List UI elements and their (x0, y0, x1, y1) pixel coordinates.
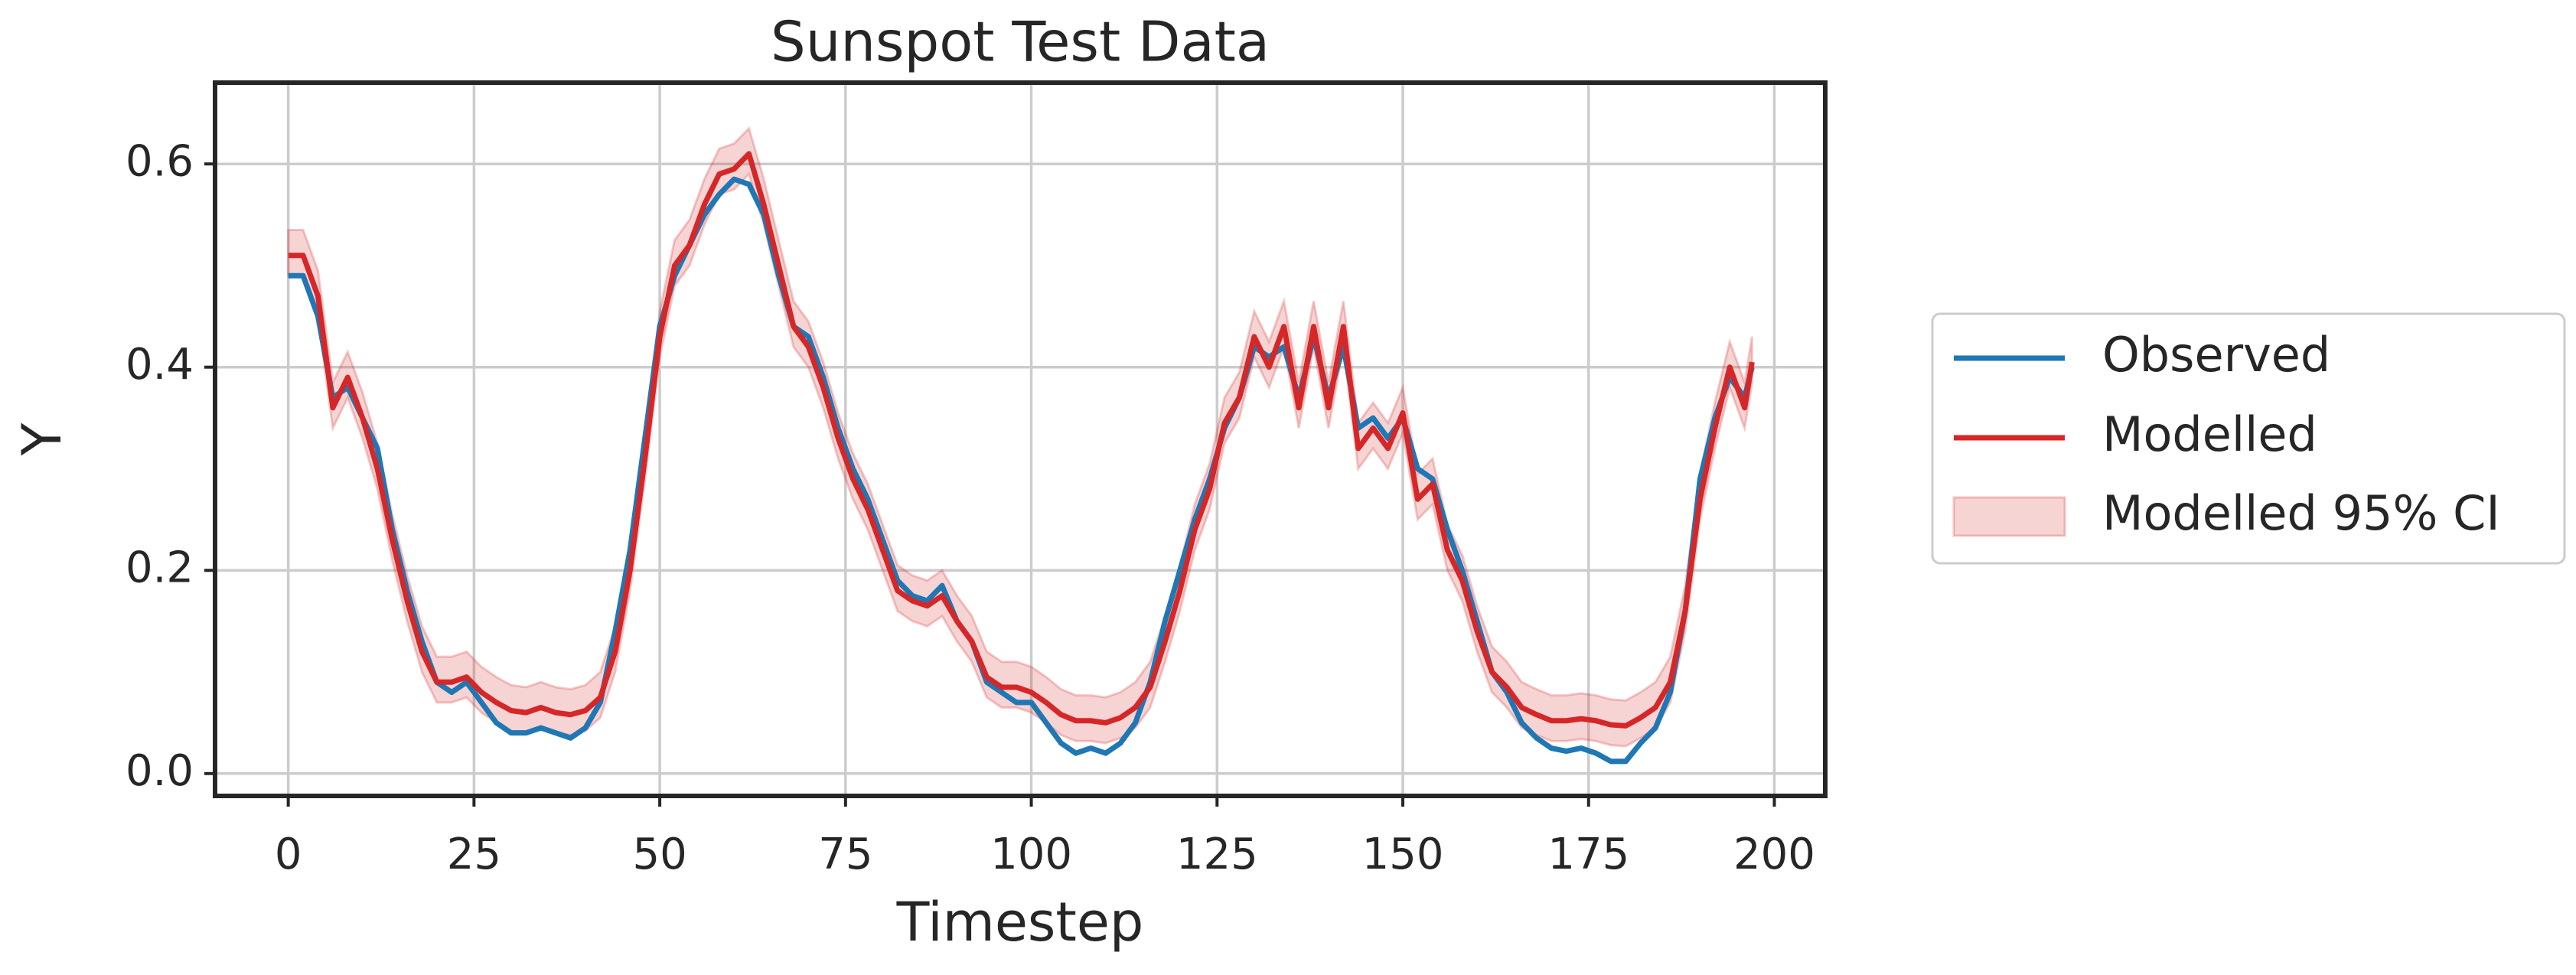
series-line (288, 151, 1755, 729)
x-tick-label: 150 (1362, 830, 1444, 879)
x-tick-label: 25 (447, 830, 501, 879)
legend-label: Observed (2102, 327, 2330, 383)
y-tick-label: 0.2 (126, 543, 194, 592)
confidence-band (287, 126, 1753, 748)
x-tick-label: 100 (990, 830, 1072, 879)
legend-box (1931, 312, 2566, 565)
x-tick-label: 50 (632, 830, 686, 879)
y-tick-label: 0.6 (126, 136, 194, 186)
y-tick-label: 0.4 (126, 340, 194, 390)
legend-swatch (1952, 496, 2066, 537)
series-line (288, 176, 1755, 765)
legend-label: Modelled (2102, 406, 2317, 462)
x-tick-label: 125 (1176, 830, 1258, 879)
legend-label: Modelled 95% CI (2102, 485, 2500, 541)
x-tick-label: 200 (1733, 830, 1815, 879)
x-tick-label: 0 (275, 830, 302, 879)
x-tick-label: 175 (1547, 830, 1629, 879)
y-axis-label: Y (11, 422, 73, 456)
x-tick-label: 75 (818, 830, 872, 879)
chart-title: Sunspot Test Data (771, 10, 1270, 74)
y-tick-label: 0.0 (126, 746, 194, 796)
plot-frame (213, 80, 1828, 798)
x-axis-label: Timestep (896, 891, 1144, 954)
